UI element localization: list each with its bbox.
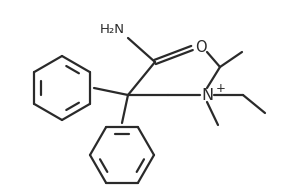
- Text: O: O: [195, 40, 206, 55]
- Text: H₂N: H₂N: [100, 23, 125, 36]
- Text: +: +: [216, 81, 226, 94]
- Text: N: N: [201, 88, 213, 103]
